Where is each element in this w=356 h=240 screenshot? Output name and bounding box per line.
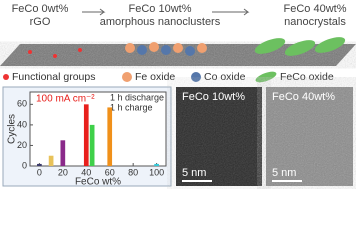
- x-tick-label: 40: [81, 167, 91, 177]
- legend-label: FeCo oxide: [280, 71, 334, 83]
- bar: [107, 107, 113, 166]
- annotation: 1 h charge: [110, 102, 153, 112]
- tem-noise: [266, 87, 353, 186]
- annotation: 1 h discharge: [110, 92, 164, 102]
- scale-label: 5 nm: [272, 167, 296, 179]
- bar: [83, 104, 89, 166]
- stage-name: FeCo 10wt%: [129, 3, 192, 15]
- legend-swatch: [122, 72, 132, 82]
- bar: [89, 124, 95, 166]
- legend-swatch: [255, 71, 277, 83]
- stage-phase: amorphous nanoclusters: [100, 16, 221, 28]
- bar: [37, 163, 42, 166]
- x-tick-label: 100: [149, 167, 164, 177]
- stage-phase: nanocrystals: [284, 16, 346, 28]
- x-tick-label: 20: [58, 167, 68, 177]
- figure: FeCo 0wt% rGO FeCo 10wt% amorphous nanoc…: [0, 3, 356, 188]
- y-axis-label: Cycles: [7, 114, 18, 144]
- legend-swatch: [3, 74, 9, 80]
- arrows: [82, 8, 250, 16]
- x-axis-label: FeCo wt%: [75, 177, 121, 188]
- image-label: FeCo 40wt%: [272, 91, 335, 103]
- annotation: 100 mA cm⁻²: [36, 94, 95, 105]
- plot-area: [29, 91, 167, 167]
- legend-label: Fe oxide: [135, 71, 175, 83]
- x-tick-label: 80: [128, 167, 138, 177]
- bar: [154, 163, 159, 166]
- bar: [48, 155, 54, 166]
- stage-name: FeCo 40wt%: [284, 3, 347, 15]
- particles: [28, 37, 346, 58]
- stage-phase: rGO: [30, 16, 51, 28]
- legend-label: Functional groups: [12, 71, 95, 83]
- bar: [60, 140, 66, 166]
- y-tick-label: 40: [17, 119, 27, 129]
- image-label: FeCo 10wt%: [182, 91, 245, 103]
- y-tick-label: 20: [17, 140, 27, 150]
- tem-noise: [176, 87, 262, 186]
- x-tick-label: 60: [105, 167, 115, 177]
- y-tick-label: 0: [22, 160, 27, 170]
- stage-name: FeCo 0wt%: [12, 3, 69, 15]
- legend-swatch: [191, 72, 201, 82]
- scale-label: 5 nm: [182, 167, 206, 179]
- legend-label: Co oxide: [204, 71, 246, 83]
- y-tick-label: 60: [17, 99, 27, 109]
- x-tick-label: 0: [37, 167, 42, 177]
